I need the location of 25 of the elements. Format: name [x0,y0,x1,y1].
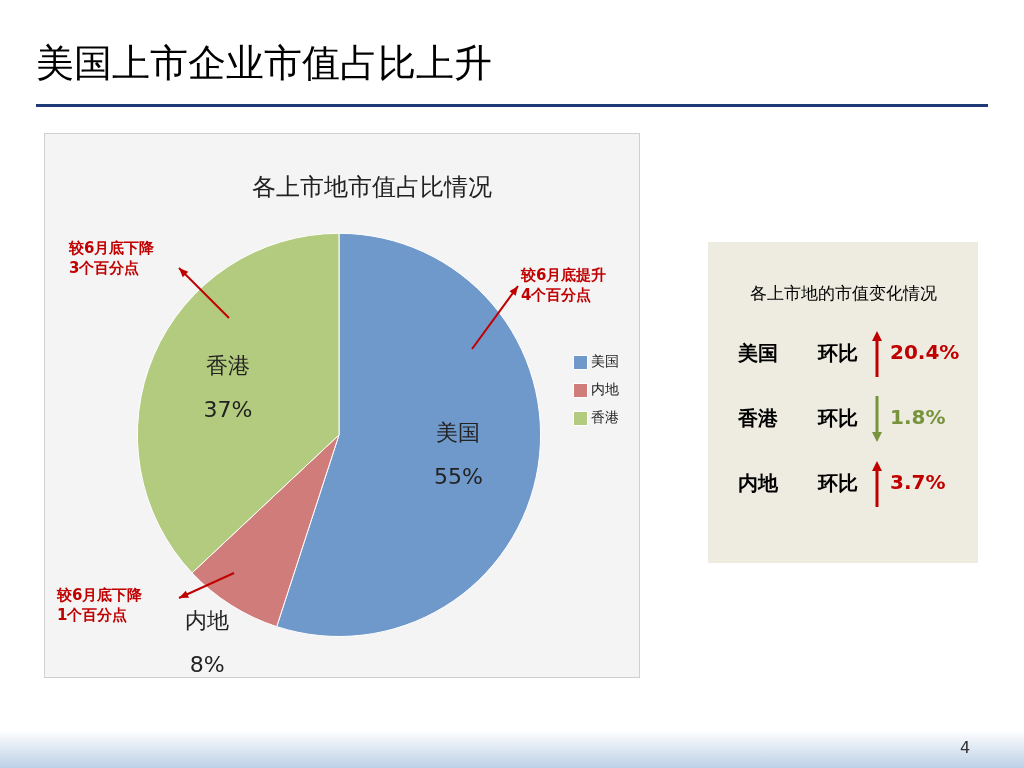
legend-label: 内地 [591,381,619,398]
legend-label: 香港 [591,409,619,426]
legend-label: 美国 [591,353,619,370]
category-label: 美国 [738,340,778,367]
category-label: 香港 [738,405,778,432]
text: 环比 [818,470,858,497]
data-label: 8% [189,652,225,678]
text: 环比 [818,340,858,367]
chart-title: 美国上市企业市值占比上升 [36,40,492,87]
slice-label: 美国 [436,419,481,445]
text: 各上市地的市值变化情况 [748,282,938,305]
text: 4 [960,738,971,757]
slice-label: 内地 [185,608,230,634]
data-label: 37% [203,396,253,422]
text: 3.7% [890,470,946,494]
data-label: 55% [434,463,483,489]
category-label: 内地 [738,470,778,497]
slice-label: 香港 [205,352,250,378]
text: 1.8% [890,405,946,429]
text: 环比 [818,405,858,432]
text: 较6月底下降 1个百分点 [56,586,144,625]
text: 较6月底提升 4个百分点 [520,266,607,305]
text: 20.4% [890,340,960,364]
text: 较6月底下降 3个百分点 [68,239,156,278]
chart-subtitle: 各上市地市值占比情况 [252,173,492,201]
